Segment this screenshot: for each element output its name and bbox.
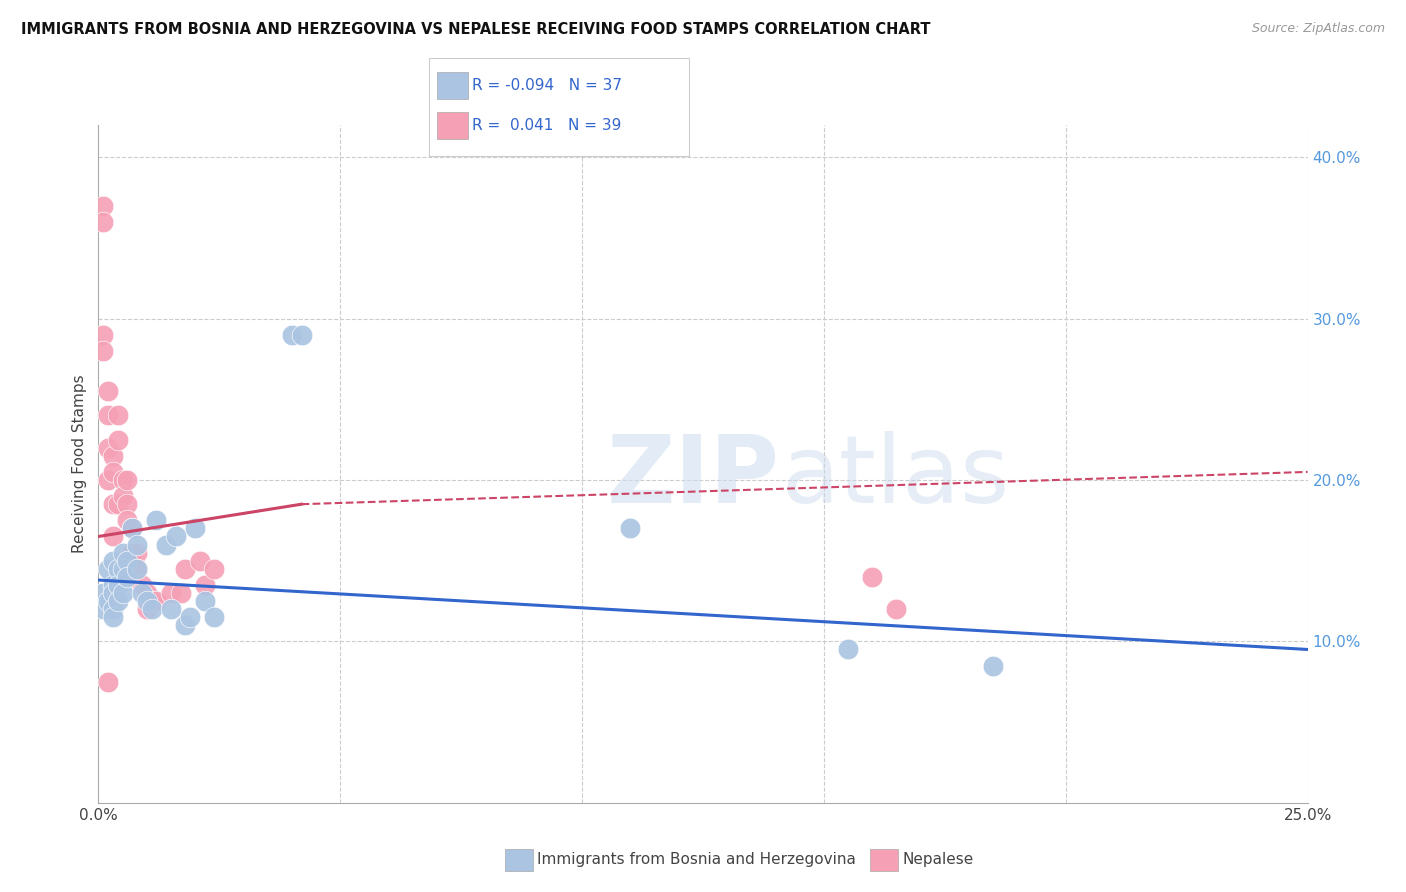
Point <box>141 594 163 608</box>
Point <box>179 610 201 624</box>
Point <box>145 513 167 527</box>
Point <box>837 642 859 657</box>
Point <box>101 529 124 543</box>
Text: Source: ZipAtlas.com: Source: ZipAtlas.com <box>1251 22 1385 36</box>
Point <box>290 327 312 342</box>
Point <box>169 586 191 600</box>
Point <box>107 409 129 423</box>
Point <box>281 327 304 342</box>
Point <box>97 441 120 455</box>
Point <box>121 570 143 584</box>
Point <box>111 562 134 576</box>
Point <box>101 586 124 600</box>
Y-axis label: Receiving Food Stamps: Receiving Food Stamps <box>72 375 87 553</box>
Point <box>91 586 114 600</box>
Point <box>107 594 129 608</box>
Point <box>194 594 217 608</box>
Point <box>127 537 149 551</box>
Point <box>97 409 120 423</box>
Point <box>619 521 641 535</box>
Text: atlas: atlas <box>782 432 1010 524</box>
Point <box>860 570 883 584</box>
Point <box>97 674 120 689</box>
Point <box>188 554 211 568</box>
Point <box>97 384 120 399</box>
Point <box>117 513 139 527</box>
Point <box>111 546 134 560</box>
Point <box>155 537 177 551</box>
Point <box>135 594 157 608</box>
Point <box>101 449 124 463</box>
Point <box>121 521 143 535</box>
Point <box>160 586 183 600</box>
Point <box>91 343 114 358</box>
Text: R =  0.041   N = 39: R = 0.041 N = 39 <box>472 119 621 133</box>
Text: Nepalese: Nepalese <box>903 853 974 867</box>
Point <box>145 594 167 608</box>
Point <box>141 602 163 616</box>
Point <box>91 215 114 229</box>
Point <box>886 602 908 616</box>
Point <box>111 473 134 487</box>
Point <box>111 489 134 503</box>
Point <box>174 562 197 576</box>
Point <box>127 546 149 560</box>
Point <box>107 562 129 576</box>
Point <box>135 602 157 616</box>
Text: R = -0.094   N = 37: R = -0.094 N = 37 <box>472 78 623 93</box>
Point <box>101 578 124 592</box>
Point <box>101 610 124 624</box>
Point <box>117 497 139 511</box>
Point <box>101 465 124 479</box>
Point <box>127 562 149 576</box>
Point <box>160 602 183 616</box>
Point <box>101 602 124 616</box>
Point <box>101 497 124 511</box>
Point <box>174 618 197 632</box>
Point <box>127 562 149 576</box>
Point <box>204 562 226 576</box>
Text: ZIP: ZIP <box>606 432 779 524</box>
Point <box>117 570 139 584</box>
Point <box>165 529 187 543</box>
Point <box>121 546 143 560</box>
Point <box>97 473 120 487</box>
Text: Immigrants from Bosnia and Herzegovina: Immigrants from Bosnia and Herzegovina <box>537 853 856 867</box>
Point <box>97 594 120 608</box>
Point <box>91 198 114 212</box>
Point <box>135 586 157 600</box>
Point <box>131 578 153 592</box>
Point <box>97 562 120 576</box>
Point <box>204 610 226 624</box>
Point <box>91 602 114 616</box>
Point <box>194 578 217 592</box>
Point <box>107 433 129 447</box>
Point <box>107 497 129 511</box>
Text: IMMIGRANTS FROM BOSNIA AND HERZEGOVINA VS NEPALESE RECEIVING FOOD STAMPS CORRELA: IMMIGRANTS FROM BOSNIA AND HERZEGOVINA V… <box>21 22 931 37</box>
Point <box>101 554 124 568</box>
Point <box>121 521 143 535</box>
Point <box>981 658 1004 673</box>
Point <box>107 578 129 592</box>
Point <box>117 554 139 568</box>
Point <box>131 586 153 600</box>
Point <box>111 586 134 600</box>
Point <box>91 327 114 342</box>
Point <box>184 521 207 535</box>
Point <box>117 473 139 487</box>
